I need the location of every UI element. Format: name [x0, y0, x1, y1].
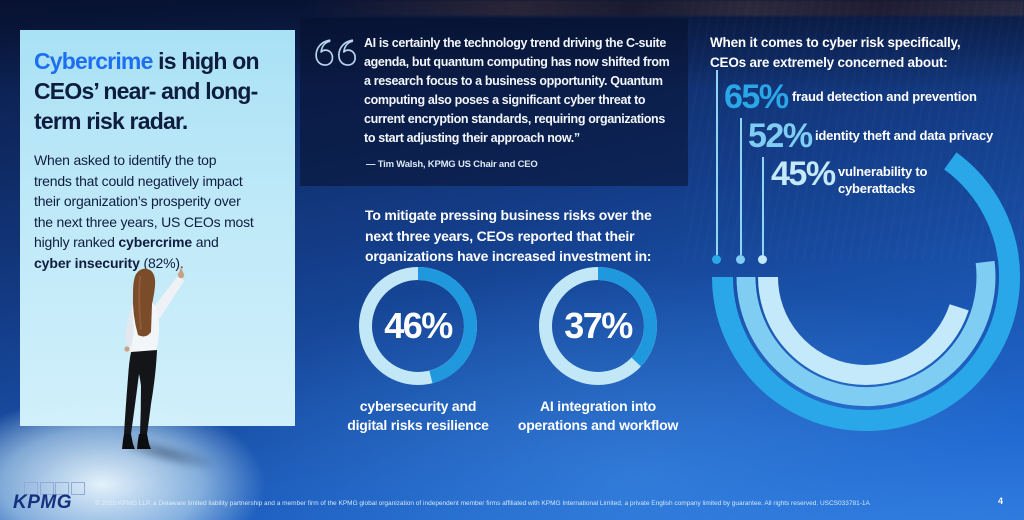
headline-accent: Cybercrime — [34, 48, 153, 74]
summary-text-part: When asked to identify the top trends th… — [34, 152, 254, 250]
stat-value-identity: 52% — [748, 117, 813, 155]
person-photo — [122, 266, 185, 449]
kpmg-logo-squares — [24, 482, 86, 495]
summary-text-part: and — [195, 234, 219, 250]
left-summary-panel: Cybercrime is high on CEOs’ near- and lo… — [20, 30, 295, 426]
quote-icon — [315, 39, 357, 66]
donut-label-cybersecurity: cybersecurity and digital risks resilien… — [347, 398, 489, 433]
concentric-arc-chart — [712, 152, 1020, 431]
stat-label-fraud: fraud detection and prevention — [792, 89, 977, 104]
background-texture-top — [300, 0, 1024, 16]
leader-dot-vulnerability — [758, 255, 767, 264]
donut-value-ai-integration: 37% — [564, 305, 633, 346]
logo-square — [55, 482, 69, 495]
page-number: 4 — [998, 496, 1004, 506]
donut-value-cybersecurity: 46% — [384, 305, 453, 346]
stat-label-identity: identity theft and data privacy — [815, 128, 994, 143]
donut-chart-ai-integration — [539, 267, 657, 385]
leader-line-vulnerability — [762, 157, 764, 255]
cyber-risk-heading: When it comes to cyber risk specifically… — [710, 35, 961, 70]
logo-square — [70, 482, 85, 495]
investment-intro: To mitigate pressing business risks over… — [365, 207, 652, 264]
leader-line-identity — [740, 118, 742, 255]
donut-chart-cybersecurity — [359, 267, 477, 385]
summary-bold-cyber-insecurity: cyber insecurity — [34, 254, 140, 271]
quote-attribution: — Tim Walsh, KPMG US Chair and CEO — [366, 159, 538, 170]
leader-dot-fraud — [712, 255, 721, 264]
headline: Cybercrime is high on CEOs’ near- and lo… — [34, 46, 281, 136]
donut-label-ai-integration: AI integration into operations and workf… — [517, 398, 679, 433]
summary-text: When asked to identify the top trends th… — [34, 150, 281, 273]
logo-square — [39, 482, 54, 495]
stat-value-fraud: 65% — [724, 78, 789, 116]
stat-value-vulnerability: 45% — [771, 155, 836, 193]
summary-bold-cybercrime: cybercrime — [118, 234, 193, 250]
leader-dot-identity — [736, 255, 745, 264]
footer-legal-text: © 2025 KPMG LLP, a Delaware limited liab… — [95, 500, 870, 507]
summary-text-part: (82%). — [139, 254, 184, 271]
headline-rest: is high on CEOs’ near- and long- term ri… — [34, 48, 260, 134]
stat-label-vulnerability: vulnerability to cyberattacks — [838, 164, 928, 196]
kpmg-logo: KPMG — [13, 492, 72, 513]
quote-text: AI is certainly the technology trend dri… — [364, 36, 670, 145]
logo-square — [24, 482, 38, 495]
quote-panel: AI is certainly the technology trend dri… — [300, 18, 688, 186]
leader-line-fraud — [716, 70, 718, 255]
